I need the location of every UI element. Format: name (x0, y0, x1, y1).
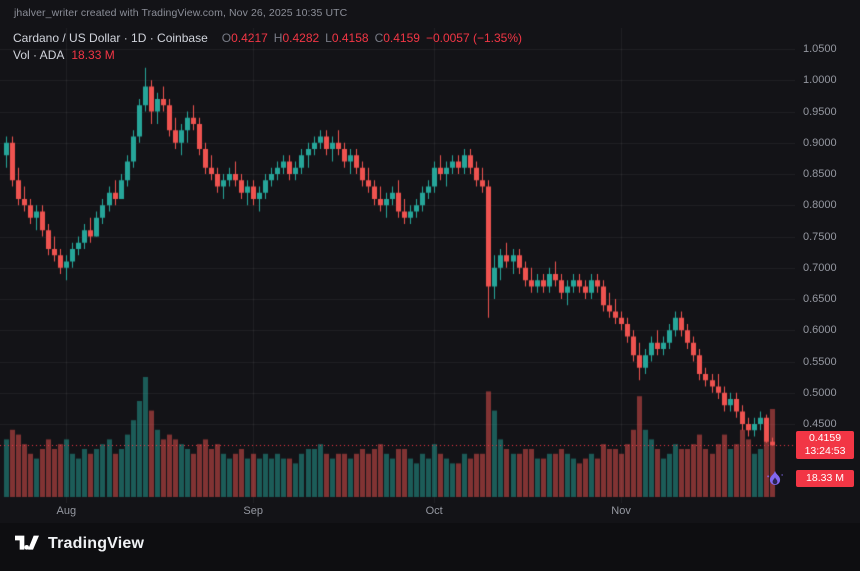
ohlc-value-c: 0.4159 (383, 31, 420, 45)
ohlc-value-l: 0.4158 (331, 31, 369, 45)
month-label-oct: Oct (425, 505, 443, 517)
price-tick-0.9500: 0.9500 (803, 105, 837, 118)
price-tick-0.4500: 0.4500 (803, 418, 837, 430)
time-axis[interactable]: Aug Sep Oct Nov (0, 503, 795, 523)
candlestick-chart-canvas[interactable] (0, 28, 795, 503)
price-axis[interactable]: 1.0500 1.0000 0.9500 0.9000 0.8500 0.8000 0.75… (795, 28, 860, 503)
ohlc-label-l: L (325, 31, 332, 45)
legend-row-volume: Vol · ADA 18.33 M (13, 47, 522, 64)
ohlc-label-h: H (273, 31, 283, 45)
price-tick-0.5000: 0.5000 (803, 386, 837, 399)
footer-bar: TradingView (0, 523, 860, 571)
price-tick-0.8500: 0.8500 (803, 168, 837, 180)
month-label-aug: Aug (56, 505, 77, 517)
price-tick-0.7000: 0.7000 (803, 261, 837, 274)
current-volume-badge: 18.33 M (796, 470, 854, 487)
price-tick-0.6500: 0.6500 (803, 293, 837, 305)
price-tick-0.5500: 0.5500 (803, 355, 837, 368)
ohlc-value-h: 0.4282 (282, 31, 320, 45)
chart-legend: Cardano / US Dollar · 1D · Coinbase O0.42… (13, 30, 522, 64)
price-tick-1.0500: 1.0500 (803, 43, 837, 55)
purple-flame-icon (764, 468, 786, 492)
ohlc-values: O0.4217 H0.4282 L0.4158 C0.4159 (216, 31, 420, 45)
tradingview-brand-text: TradingView (48, 535, 145, 552)
ohlc-label-c: C (374, 31, 384, 45)
legend-row-symbol: Cardano / US Dollar · 1D · Coinbase O0.42… (13, 30, 522, 47)
price-tick-0.6000: 0.6000 (803, 324, 837, 337)
attribution-text: jhalver_writer created with TradingView.… (14, 7, 348, 19)
tradingview-brand-link[interactable]: TradingView (14, 533, 144, 555)
month-label-sep: Sep (243, 505, 263, 517)
current-price-value: 0.4159 (808, 432, 842, 445)
volume-value: 18.33 M (71, 48, 115, 62)
bar-close-countdown: 13:24:53 (804, 445, 846, 458)
ohlc-value-o: 0.4217 (231, 31, 268, 45)
volume-label: Vol · ADA (13, 48, 65, 62)
price-tick-0.8000: 0.8000 (803, 199, 837, 212)
change-value: −0.0057 (−1.35%) (425, 31, 523, 45)
price-tick-1.0000: 1.0000 (803, 74, 837, 87)
current-price-badge: 0.4159 13:24:53 (796, 431, 854, 460)
month-label-nov: Nov (611, 505, 631, 517)
price-tick-0.7500: 0.7500 (803, 230, 837, 243)
price-tick-0.9000: 0.9000 (803, 136, 837, 149)
tradingview-logo-icon (14, 533, 40, 555)
ohlc-label-o: O (221, 31, 232, 45)
symbol-title: Cardano / US Dollar · 1D · Coinbase (13, 31, 208, 45)
